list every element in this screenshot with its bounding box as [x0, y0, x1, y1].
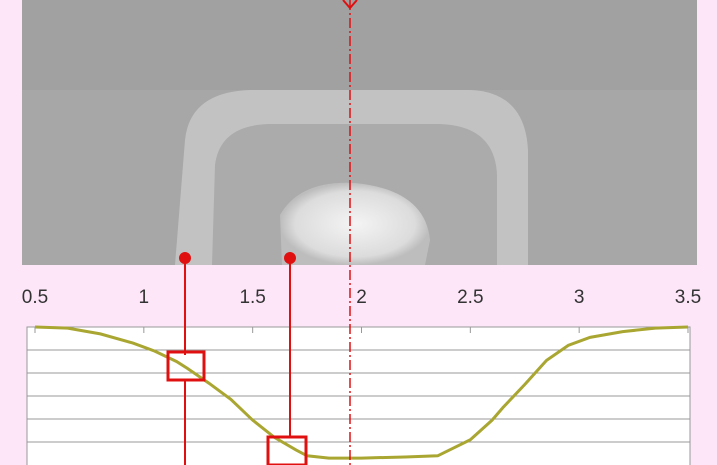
x-tick-label: 3: [574, 287, 585, 308]
sem-image: [22, 0, 697, 265]
figure: 0.5 1 1.5 2 2.5 3 3.5: [0, 0, 717, 465]
tick-labels: 0.5 1 1.5 2 2.5 3 3.5: [22, 287, 701, 308]
marker-dot: [180, 253, 190, 263]
x-tick-label: 0.5: [22, 287, 48, 308]
marker-dot: [285, 253, 295, 263]
x-tick-label: 3.5: [675, 287, 701, 308]
x-tick-label: 1.5: [239, 287, 265, 308]
x-tick-label: 2.5: [457, 287, 483, 308]
x-tick-label: 1: [139, 287, 150, 308]
x-tick-label: 2: [356, 287, 367, 308]
